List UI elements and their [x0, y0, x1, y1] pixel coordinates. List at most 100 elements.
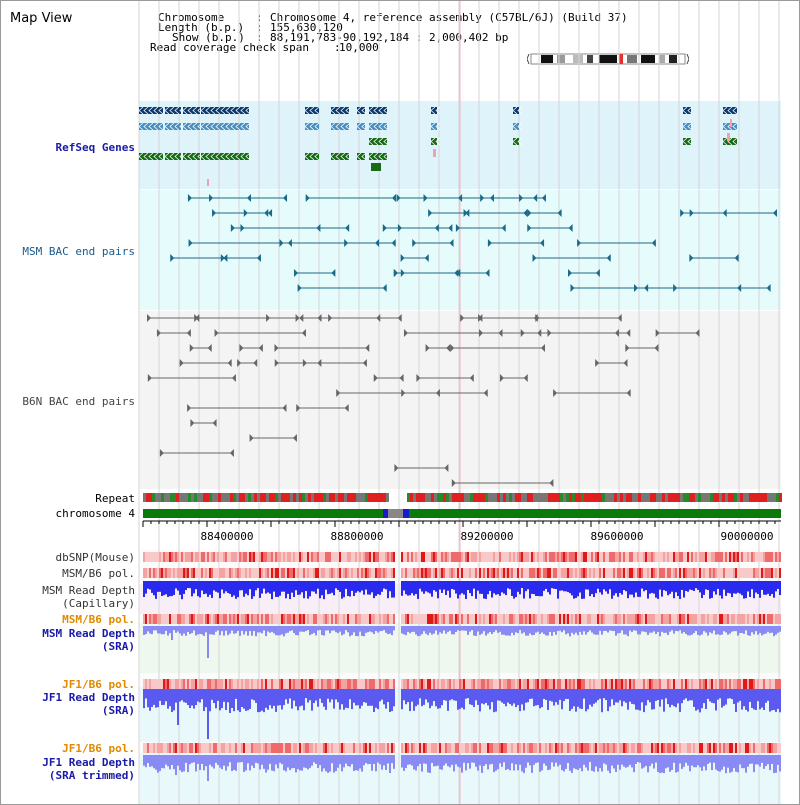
- track-label-msm-depth-capillary[interactable]: MSM Read Depth: [42, 584, 135, 597]
- track-label-dbsnp[interactable]: dbSNP(Mouse): [55, 551, 135, 564]
- msm-cap-depth-bar: [709, 581, 711, 599]
- b6n-bac-pair-end: [469, 374, 474, 382]
- msm-cap-depth-bar: [687, 581, 689, 592]
- gene-strand-arrow: [335, 152, 341, 161]
- msm-cap-depth-bar: [565, 581, 567, 592]
- msm-bac-pair-end: [394, 269, 399, 277]
- msm-bac-pair-end: [501, 224, 506, 232]
- msm-sra-depth-bar: [661, 626, 663, 632]
- msm-sra-depth-bar: [557, 626, 559, 631]
- msm-pol2-cell: [461, 614, 463, 624]
- msm-sra-depth-bar: [273, 626, 275, 634]
- msm-sra-depth-bar: [337, 626, 339, 634]
- msm-pol-cell: [659, 568, 661, 578]
- msm-cap-depth-bar: [593, 581, 595, 598]
- repeat-block: [251, 493, 254, 502]
- jf1-pol2-cell: [229, 743, 231, 753]
- msm-pol-cell: [423, 568, 425, 578]
- jf1-trim-depth-bar: [597, 755, 599, 772]
- msm-sra-depth-bar: [585, 626, 587, 635]
- msm-cap-depth-bar: [527, 581, 529, 590]
- msm-sra-depth-bar: [521, 626, 523, 634]
- jf1-pol2-cell: [209, 743, 211, 753]
- jf1-sra-depth-bar: [549, 689, 551, 701]
- jf1-trim-depth-bar: [667, 755, 669, 768]
- msm-sra-depth-bar: [279, 626, 281, 636]
- jf1-trim-depth-bar: [551, 755, 553, 763]
- jf1-pol2-cell: [449, 743, 451, 753]
- track-label-b6n-bac[interactable]: B6N BAC end pairs: [22, 395, 135, 408]
- jf1-pol2-cell: [315, 743, 317, 753]
- track-label-jf1-trim[interactable]: JF1 Read Depth: [42, 756, 135, 769]
- jf1-pol-cell: [697, 679, 699, 689]
- msm-cap-depth-bar: [245, 581, 247, 594]
- jf1-trim-depth-bar: [297, 755, 299, 770]
- gene-feature: [183, 107, 200, 114]
- jf1-pol-cell: [579, 679, 581, 689]
- jf1-sra-depth-bar: [249, 689, 251, 709]
- msm-pol-cell: [617, 568, 619, 578]
- msm-sra-depth-bar: [345, 626, 347, 631]
- jf1-sra-depth-bar: [407, 689, 409, 703]
- msm-sra-depth-bar: [765, 626, 767, 634]
- jf1-sra-depth-bar: [297, 689, 299, 711]
- msm-pol2-cell: [481, 614, 483, 624]
- jf1-pol-cell: [251, 679, 253, 689]
- jf1-sra-depth-bar: [247, 689, 249, 711]
- jf1-trim-depth-bar: [765, 755, 767, 767]
- gene-strand-arrow: [164, 106, 170, 115]
- repeat-block: [209, 493, 212, 502]
- jf1-pol2-cell: [173, 743, 175, 753]
- msm-pol-cell: [323, 568, 325, 578]
- jf1-sra-depth-bar: [167, 689, 169, 709]
- track-label-msm-depth-sra[interactable]: MSM Read Depth: [42, 627, 135, 640]
- track-label-msm-b6-pol-2[interactable]: MSM/B6 pol.: [62, 613, 135, 626]
- msm-pol2-cell: [707, 614, 709, 624]
- repeat-block: [236, 493, 239, 502]
- dbsnp-cell: [721, 552, 723, 562]
- track-label-repeat[interactable]: Repeat: [95, 492, 135, 505]
- track-label-jf1-pol-2[interactable]: JF1/B6 pol.: [62, 742, 135, 755]
- repeat-block: [464, 493, 467, 502]
- msm-pol2-cell: [501, 614, 503, 624]
- msm-pol-cell: [319, 568, 321, 578]
- gene-strand-arrow: [220, 152, 226, 161]
- track-label-msm-bac[interactable]: MSM BAC end pairs: [22, 245, 135, 258]
- jf1-pol2-cell: [249, 743, 251, 753]
- jf1-pol-cell: [343, 679, 345, 689]
- msm-cap-depth-bar: [235, 581, 237, 599]
- track-label-jf1-pol[interactable]: JF1/B6 pol.: [62, 678, 135, 691]
- msm-bac-pair-end: [223, 254, 228, 262]
- track-label-refseq[interactable]: RefSeq Genes: [55, 141, 135, 154]
- dbsnp-cell: [539, 552, 541, 562]
- dbsnp-cell: [333, 552, 335, 562]
- jf1-trim-depth-bar: [357, 755, 359, 771]
- jf1-trim-depth-bar: [501, 755, 503, 767]
- jf1-trim-depth-bar: [495, 755, 497, 771]
- msm-pol2-cell: [655, 614, 657, 624]
- msm-pol2-cell: [665, 614, 667, 624]
- msm-bac-pair-end: [532, 254, 537, 262]
- jf1-trim-depth-bar: [387, 755, 389, 764]
- jf1-pol-cell: [585, 679, 587, 689]
- jf1-sra-depth-bar: [477, 689, 479, 705]
- chromosome-ideogram[interactable]: [527, 51, 689, 67]
- jf1-pol-cell: [593, 679, 595, 689]
- msm-sra-depth-bar: [387, 626, 389, 635]
- msm-cap-depth-bar: [483, 581, 485, 599]
- msm-sra-depth-bar: [407, 626, 409, 632]
- jf1-pol-cell: [297, 679, 299, 689]
- track-label-chromosome[interactable]: chromosome 4: [55, 507, 135, 520]
- msm-cap-depth-bar: [417, 581, 419, 599]
- track-label-msm-b6-pol[interactable]: MSM/B6 pol.: [62, 567, 135, 580]
- jf1-pol-cell: [703, 679, 705, 689]
- jf1-sra-depth-bar: [605, 689, 607, 701]
- msm-cap-depth-bar: [699, 581, 701, 593]
- jf1-pol-cell: [215, 679, 217, 689]
- track-label-jf1-depth[interactable]: JF1 Read Depth: [42, 691, 135, 704]
- jf1-trim-depth-bar: [481, 755, 483, 773]
- jf1-sra-depth-bar: [443, 689, 445, 701]
- msm-sra-depth-bar: [519, 626, 521, 631]
- jf1-pol2-cell: [471, 743, 473, 753]
